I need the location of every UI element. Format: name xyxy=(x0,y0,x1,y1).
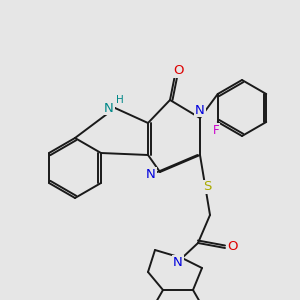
Text: S: S xyxy=(203,181,211,194)
Text: N: N xyxy=(173,256,183,268)
Text: F: F xyxy=(212,124,219,136)
Text: N: N xyxy=(195,103,205,116)
Text: N: N xyxy=(104,101,114,115)
Text: O: O xyxy=(228,239,238,253)
Text: H: H xyxy=(116,95,124,105)
Text: O: O xyxy=(174,64,184,77)
Text: N: N xyxy=(146,167,156,181)
